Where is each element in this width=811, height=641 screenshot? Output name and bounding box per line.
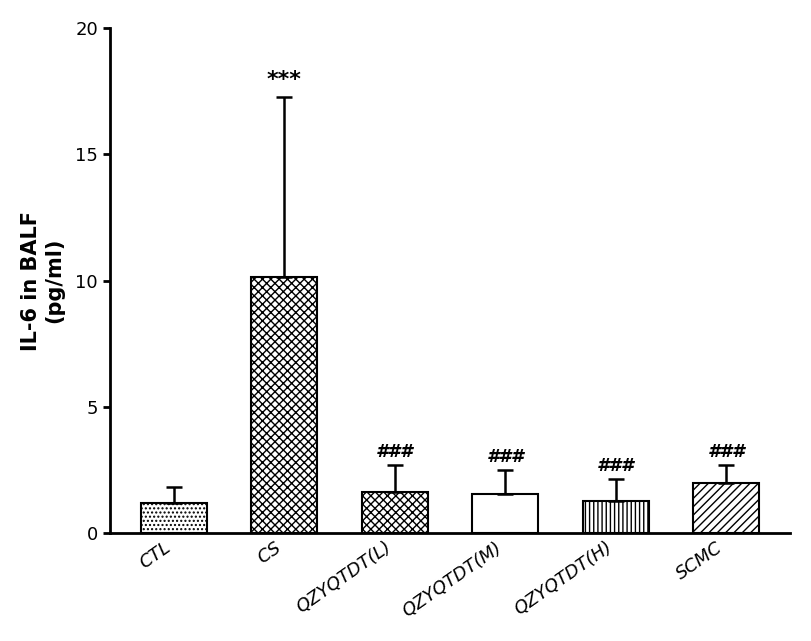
Bar (362, 492, 428, 533)
Bar (141, 503, 207, 533)
Bar (251, 277, 317, 533)
Y-axis label: IL-6 in BALF
(pg/ml): IL-6 in BALF (pg/ml) (21, 211, 64, 351)
Bar (472, 494, 539, 533)
Text: ###: ### (487, 449, 524, 467)
Text: ###: ### (597, 457, 634, 476)
Text: ***: *** (267, 70, 302, 90)
Bar (693, 483, 759, 533)
Text: ###: ### (707, 444, 744, 462)
Bar (582, 501, 649, 533)
Text: ###: ### (376, 444, 414, 462)
